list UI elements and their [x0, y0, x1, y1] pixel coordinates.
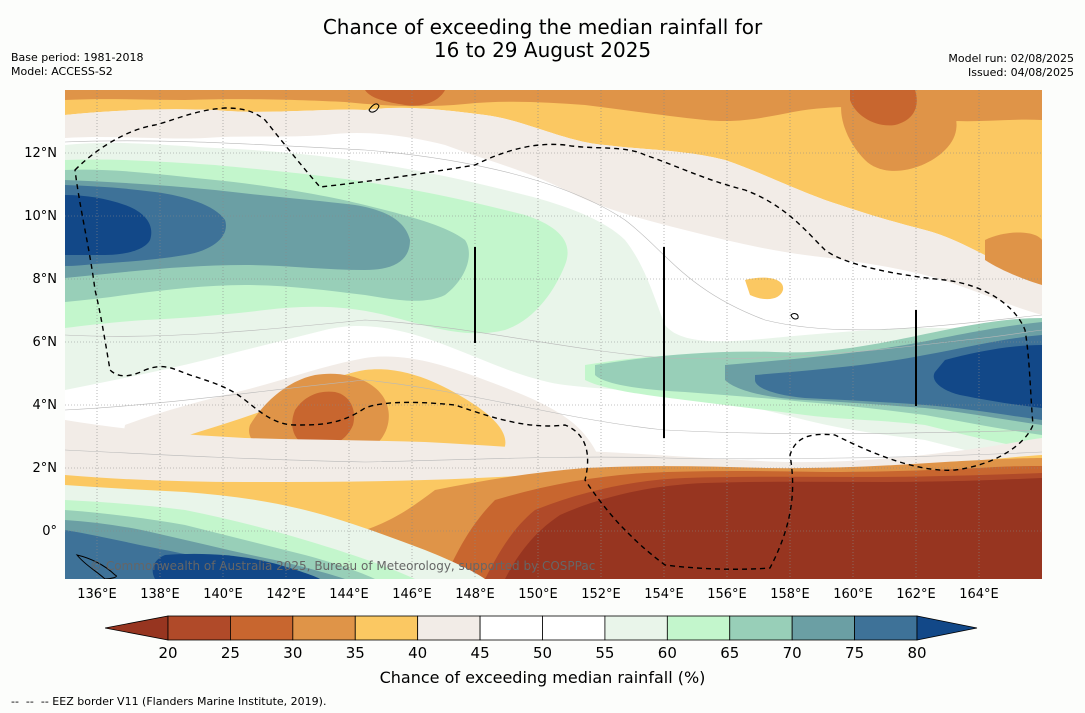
lat-label: 4°N — [32, 398, 58, 413]
colorbar-segment — [604, 615, 668, 641]
colorbar-tick-label: 50 — [532, 644, 553, 662]
contour-lines — [65, 140, 1042, 463]
lon-label: 154°E — [644, 587, 684, 602]
sw-wet-80 — [65, 530, 315, 579]
lon-label: 144°E — [329, 587, 369, 602]
lon-label: 162°E — [896, 587, 936, 602]
island-outlines — [75, 103, 799, 579]
north-dry-blob-3 — [850, 90, 917, 126]
issued-date: Issued: 04/08/2025 — [967, 66, 1074, 79]
lon-label: 152°E — [581, 587, 621, 602]
colorbar-label: Chance of exceeding median rainfall (%) — [379, 668, 706, 687]
lon-label: 148°E — [455, 587, 495, 602]
north-dry-band-40 — [65, 90, 1042, 280]
colorbar-tick-label: 20 — [158, 644, 178, 662]
colorbar — [105, 615, 978, 641]
north-dry-band-45 — [65, 107, 1042, 316]
colorbar-segment — [791, 615, 855, 641]
north-dry-blob-4 — [365, 90, 445, 106]
colorbar-tick-label: 25 — [220, 644, 240, 662]
eez-footnote: -- -- -- EEZ border V11 (Flanders Marine… — [11, 695, 327, 708]
lat-label: 12°N — [24, 146, 57, 161]
lon-label: 142°E — [266, 587, 306, 602]
colorbar-tick-label: 40 — [408, 644, 428, 662]
colorbar-tick-label: 35 — [345, 644, 365, 662]
colorbar-arrow-low — [105, 615, 169, 641]
island-markers — [474, 247, 917, 438]
lon-label: 158°E — [770, 587, 810, 602]
colorbar-segment — [292, 615, 356, 641]
map-gridlines — [65, 90, 1042, 579]
copyright-notice: © Commonwealth of Australia 2025, Bureau… — [90, 559, 596, 573]
rainfall-probability-map — [65, 90, 1042, 579]
map-title-line2: 16 to 29 August 2025 — [433, 38, 652, 62]
north-dry-blob-2 — [985, 232, 1042, 285]
colorbar-tick-label: 30 — [283, 644, 303, 662]
wet-core-east — [933, 345, 1042, 408]
colorbar-segment — [729, 615, 793, 641]
colorbar-tick-label: 45 — [470, 644, 490, 662]
lon-label: 146°E — [392, 587, 432, 602]
south-dry-20 — [505, 478, 1042, 579]
lat-label: 8°N — [32, 272, 58, 287]
eez-border — [74, 107, 1034, 570]
meta-left: Base period: 1981-2018 Model: ACCESS-S2 — [11, 51, 143, 79]
central-dry-30 — [292, 391, 355, 449]
colorbar-tick-label: 75 — [845, 644, 865, 662]
lat-label: 0° — [42, 524, 57, 539]
sw-wet-core — [152, 553, 320, 579]
lat-label: 10°N — [24, 209, 57, 224]
lon-label: 150°E — [518, 587, 558, 602]
lon-label: 156°E — [707, 587, 747, 602]
colorbar-tick-label: 55 — [595, 644, 615, 662]
colorbar-tick-label: 70 — [782, 644, 802, 662]
model-name: Model: ACCESS-S2 — [11, 65, 113, 78]
lon-label: 138°E — [140, 587, 180, 602]
model-run: Model run: 02/08/2025 — [948, 52, 1074, 65]
colorbar-segment — [417, 615, 481, 641]
north-dry-blob-5 — [745, 277, 784, 300]
base-period: Base period: 1981-2018 — [11, 51, 144, 64]
lat-label: 6°N — [32, 335, 58, 350]
colorbar-segment — [479, 615, 543, 641]
map-title-line1: Chance of exceeding the median rainfall … — [322, 15, 763, 39]
colorbar-tick-label: 65 — [720, 644, 740, 662]
colorbar-segment — [167, 615, 231, 641]
lon-label: 164°E — [959, 587, 999, 602]
north-dry-band-35 — [65, 90, 1042, 122]
lon-label: 136°E — [77, 587, 117, 602]
meta-right: Model run: 02/08/2025 Issued: 04/08/2025 — [948, 52, 1074, 80]
colorbar-segment — [854, 615, 918, 641]
colorbar-tick-label: 60 — [657, 644, 677, 662]
colorbar-tick-label: 80 — [907, 644, 927, 662]
lon-label: 160°E — [833, 587, 873, 602]
colorbar-arrow-high — [916, 615, 978, 641]
lon-label: 140°E — [203, 587, 243, 602]
colorbar-segment — [542, 615, 606, 641]
colorbar-segment — [666, 615, 731, 641]
colorbar-segments — [105, 615, 978, 641]
colorbar-segment — [230, 615, 294, 641]
lat-label: 2°N — [32, 461, 58, 476]
colorbar-segment — [354, 615, 419, 641]
